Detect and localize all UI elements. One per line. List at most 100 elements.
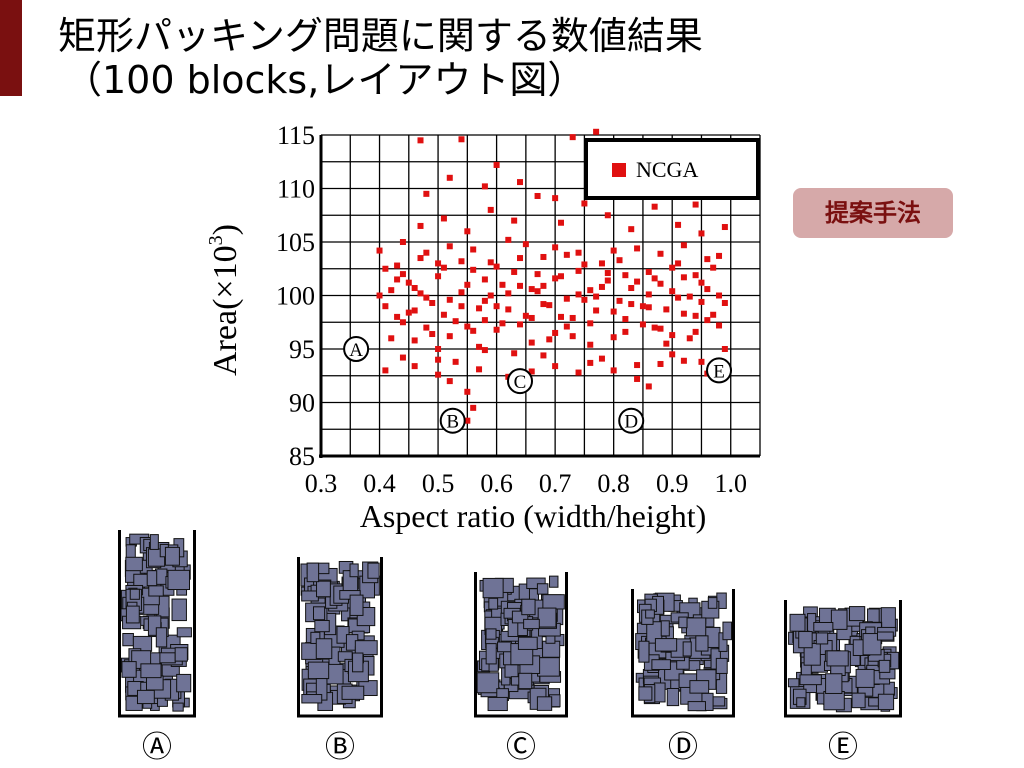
- data-point: [698, 230, 705, 237]
- packed-block: [823, 690, 845, 711]
- packed-block: [689, 680, 710, 694]
- data-point: [575, 291, 582, 298]
- data-point: [382, 303, 389, 310]
- annotation-label: D: [624, 412, 638, 433]
- y-tick-label: 90: [289, 389, 315, 418]
- data-point: [522, 312, 529, 319]
- packed-block: [352, 652, 364, 673]
- packed-block: [799, 674, 822, 686]
- data-point: [528, 314, 535, 321]
- data-point: [680, 274, 687, 281]
- data-point: [604, 270, 611, 277]
- chart-annotations: A B C D E: [343, 336, 733, 434]
- data-point: [598, 260, 605, 267]
- packed-block: [678, 616, 688, 629]
- data-point: [569, 134, 576, 141]
- x-tick-label: 0.3: [305, 469, 338, 498]
- data-point: [634, 278, 641, 285]
- packed-block: [537, 657, 560, 677]
- data-point: [423, 249, 430, 256]
- x-tick-label: 0.7: [539, 469, 572, 498]
- packed-block: [523, 618, 540, 630]
- data-point: [452, 318, 459, 325]
- packed-block: [125, 556, 143, 572]
- y-tick-label: 95: [289, 335, 315, 364]
- packed-block: [485, 628, 497, 640]
- annotation-label: A: [349, 340, 363, 361]
- data-point: [440, 215, 447, 222]
- data-point: [517, 255, 524, 262]
- data-point: [645, 268, 652, 275]
- packed-block: [125, 605, 140, 624]
- data-point: [645, 291, 652, 298]
- data-point: [481, 276, 488, 283]
- data-point: [721, 224, 728, 231]
- data-point: [569, 333, 576, 340]
- data-point: [399, 354, 406, 361]
- layout-label-e: Ⓔ: [828, 731, 858, 764]
- packed-block: [158, 652, 176, 664]
- data-point: [417, 290, 424, 297]
- data-point: [628, 226, 635, 233]
- title-line-2: （100 blocks,レイアウト図）: [64, 58, 586, 102]
- data-point: [593, 128, 600, 135]
- data-point: [470, 266, 477, 273]
- x-tick-label: 0.5: [422, 469, 455, 498]
- packed-block: [155, 627, 168, 648]
- data-point: [587, 320, 594, 327]
- data-point: [669, 332, 676, 339]
- packed-block: [549, 575, 559, 588]
- data-point: [622, 328, 629, 335]
- data-point: [604, 212, 611, 219]
- data-point: [610, 308, 617, 315]
- y-axis-label: Area(×103): [205, 224, 244, 376]
- data-point: [382, 265, 389, 272]
- data-point: [411, 337, 418, 344]
- data-point: [429, 299, 436, 306]
- data-point: [423, 190, 430, 197]
- packed-block: [876, 631, 894, 641]
- data-point: [493, 263, 500, 270]
- legend-marker: [612, 163, 626, 177]
- packed-block: [149, 534, 159, 550]
- data-point: [481, 347, 488, 354]
- data-point: [598, 355, 605, 362]
- annotation-label: B: [446, 412, 459, 433]
- data-point: [557, 313, 564, 320]
- data-point: [704, 286, 711, 293]
- data-point: [499, 320, 506, 327]
- data-point: [628, 301, 635, 308]
- container-wall: [631, 589, 735, 718]
- packed-block: [148, 585, 164, 597]
- data-point: [669, 264, 676, 271]
- data-point: [610, 367, 617, 374]
- packed-block: [695, 635, 709, 652]
- title-line-1: 矩形パッキング問題に関する数値結果: [58, 14, 703, 58]
- packed-block: [517, 636, 538, 650]
- data-point: [628, 285, 635, 292]
- data-point: [657, 280, 664, 287]
- y-tick-label: 110: [277, 175, 315, 204]
- data-point: [552, 244, 559, 251]
- packed-block: [167, 569, 190, 591]
- data-point: [493, 161, 500, 168]
- data-point: [452, 358, 459, 365]
- data-point: [399, 271, 406, 278]
- data-point: [651, 275, 658, 282]
- data-point: [634, 245, 641, 252]
- data-point: [411, 307, 418, 314]
- data-point: [563, 295, 570, 302]
- packed-block: [155, 568, 168, 585]
- x-tick-label: 0.8: [597, 469, 630, 498]
- data-point: [481, 297, 488, 304]
- packed-block: [536, 583, 549, 595]
- packed-block: [140, 663, 162, 679]
- data-point: [528, 368, 535, 375]
- data-point: [388, 335, 395, 342]
- data-point: [405, 279, 412, 286]
- legend-label: NCGA: [636, 157, 698, 182]
- data-point: [435, 346, 442, 352]
- data-point: [575, 369, 582, 376]
- y-tick-label: 85: [289, 442, 315, 471]
- x-tick-label: 0.6: [480, 469, 513, 498]
